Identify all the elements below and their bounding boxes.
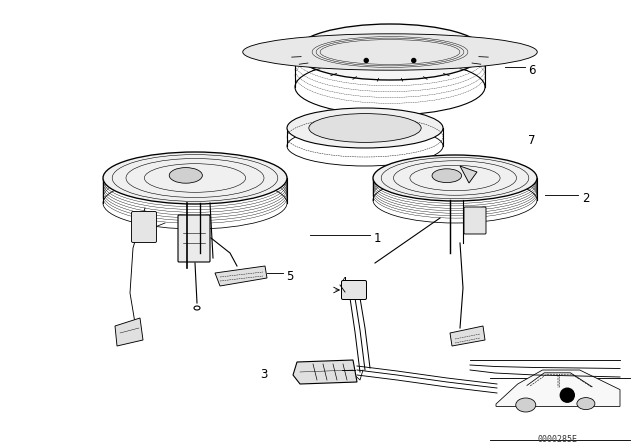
- Text: 7: 7: [528, 134, 536, 146]
- Text: 4: 4: [340, 277, 347, 287]
- Text: 6: 6: [528, 65, 536, 78]
- Ellipse shape: [169, 168, 202, 183]
- Ellipse shape: [432, 169, 461, 183]
- Ellipse shape: [243, 34, 537, 70]
- Polygon shape: [293, 360, 357, 384]
- FancyBboxPatch shape: [464, 207, 486, 234]
- Ellipse shape: [295, 24, 485, 80]
- Text: 0000285E: 0000285E: [538, 435, 578, 444]
- FancyBboxPatch shape: [131, 211, 157, 242]
- Text: 1: 1: [374, 232, 381, 245]
- Ellipse shape: [309, 114, 421, 142]
- Polygon shape: [496, 370, 620, 406]
- Circle shape: [364, 59, 368, 62]
- Text: 2: 2: [582, 191, 589, 204]
- Circle shape: [560, 388, 574, 402]
- Ellipse shape: [577, 398, 595, 409]
- Text: 5: 5: [286, 270, 293, 283]
- Ellipse shape: [103, 152, 287, 204]
- Ellipse shape: [373, 155, 537, 201]
- Ellipse shape: [516, 398, 536, 412]
- Ellipse shape: [287, 108, 443, 148]
- Polygon shape: [115, 318, 143, 346]
- Text: 3: 3: [260, 367, 268, 380]
- FancyBboxPatch shape: [342, 280, 367, 300]
- FancyBboxPatch shape: [178, 215, 210, 262]
- Circle shape: [412, 59, 416, 62]
- Polygon shape: [460, 166, 477, 183]
- Polygon shape: [450, 326, 485, 346]
- Polygon shape: [215, 266, 267, 286]
